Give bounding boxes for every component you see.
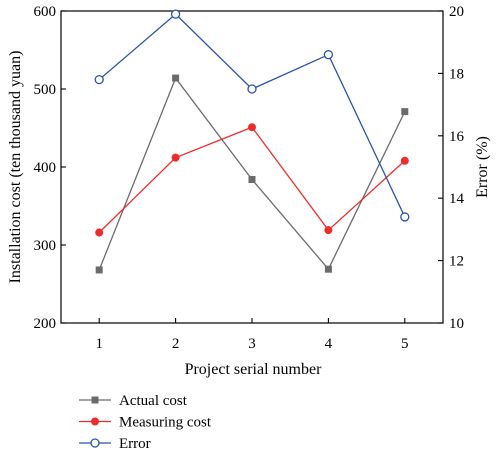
legend-marker bbox=[91, 417, 99, 426]
x-tick-label: 1 bbox=[95, 336, 103, 352]
legend-marker bbox=[91, 396, 99, 404]
y-left-tick-label: 200 bbox=[34, 316, 57, 332]
series-measuring-cost bbox=[95, 123, 409, 237]
data-point-actual-cost bbox=[324, 265, 332, 273]
x-tick-label: 2 bbox=[172, 336, 180, 352]
y-right-tick-label: 12 bbox=[449, 254, 464, 270]
y-right-tick-label: 20 bbox=[449, 4, 464, 20]
series-actual-cost bbox=[95, 74, 409, 274]
data-point-error bbox=[170, 9, 181, 19]
data-point-measuring-cost bbox=[171, 153, 180, 162]
legend: Actual cost Measuring cost Error bbox=[79, 393, 212, 452]
legend-label: Actual cost bbox=[119, 393, 188, 409]
data-point-error bbox=[400, 212, 410, 222]
y-left-tick-label: 300 bbox=[34, 238, 57, 254]
data-point-error bbox=[94, 74, 104, 85]
data-point-error bbox=[247, 84, 257, 94]
y-left-tick-label: 500 bbox=[34, 82, 57, 98]
x-axis-title: Project serial number bbox=[185, 361, 323, 378]
series-error bbox=[94, 9, 410, 222]
legend-label: Error bbox=[119, 436, 151, 452]
y-left-tick-label: 400 bbox=[34, 160, 57, 176]
data-point-measuring-cost bbox=[400, 156, 409, 165]
y-right-tick-label: 10 bbox=[449, 316, 464, 332]
legend-item-error: Error bbox=[79, 436, 151, 452]
data-point-measuring-cost bbox=[324, 226, 333, 235]
y-right-tick-label: 18 bbox=[449, 66, 464, 82]
y-axis-right-title: Error (%) bbox=[474, 136, 491, 198]
series-layer bbox=[94, 9, 410, 274]
data-point-actual-cost bbox=[95, 266, 103, 274]
x-tick-label: 4 bbox=[325, 336, 333, 352]
data-point-measuring-cost bbox=[248, 123, 256, 132]
legend-marker bbox=[90, 438, 100, 448]
data-point-actual-cost bbox=[172, 74, 180, 82]
data-point-actual-cost bbox=[248, 175, 256, 183]
data-point-error bbox=[323, 50, 334, 60]
x-tick-label: 3 bbox=[248, 336, 256, 352]
data-point-actual-cost bbox=[401, 108, 409, 116]
y-right-tick-label: 14 bbox=[449, 191, 465, 207]
y-right-tick-label: 16 bbox=[449, 129, 465, 145]
plot-frame bbox=[60, 10, 444, 324]
legend-item-actual-cost: Actual cost bbox=[79, 393, 188, 409]
legend-item-measuring-cost: Measuring cost bbox=[79, 415, 212, 431]
y-left-tick-label: 600 bbox=[34, 4, 57, 20]
series-line-error bbox=[98, 13, 406, 218]
y-axis-left-title: Installation cost (ten thousand yuan) bbox=[7, 51, 24, 284]
data-point-measuring-cost bbox=[95, 228, 104, 237]
x-tick-label: 5 bbox=[401, 336, 409, 352]
legend-label: Measuring cost bbox=[119, 415, 212, 431]
series-line-actual-cost bbox=[98, 76, 406, 271]
